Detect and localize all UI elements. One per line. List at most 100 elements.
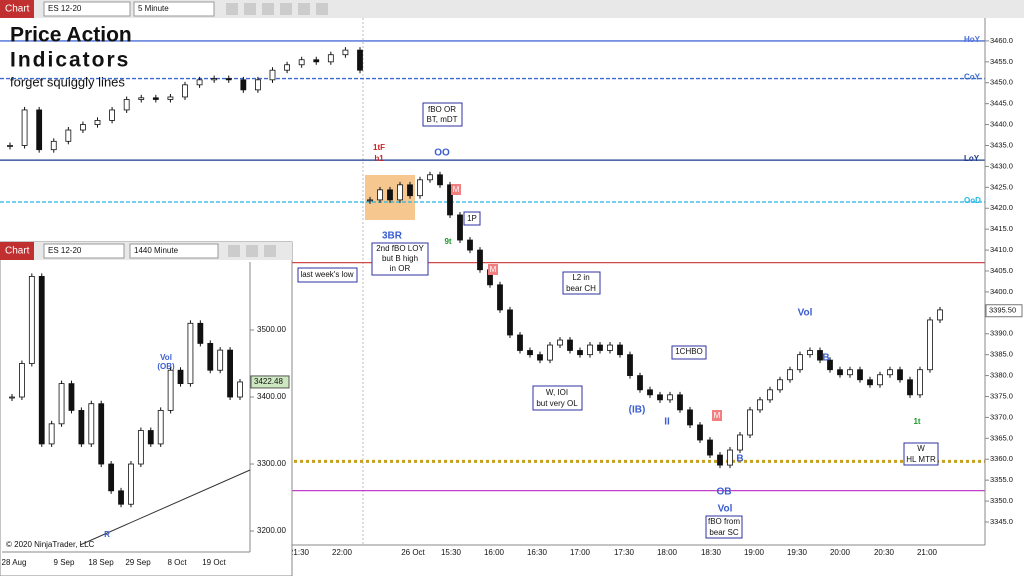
note: 9t: [444, 237, 451, 246]
tab-label: Chart: [5, 4, 30, 15]
candle: [48, 423, 55, 445]
m-marker: [451, 184, 461, 195]
note: (OB): [157, 362, 175, 371]
candle: [207, 343, 214, 371]
note: 1t: [913, 417, 920, 426]
candle: [98, 403, 105, 465]
candle: [587, 344, 593, 356]
note: bear CH: [566, 284, 596, 293]
y-tick-label: 3430.0: [990, 161, 1013, 170]
note-box: [562, 271, 601, 295]
y-tick-label: 3390.0: [990, 329, 1013, 338]
overlay-title: Indicators: [10, 49, 130, 72]
candle: [527, 350, 533, 356]
candle: [597, 344, 603, 351]
note: II: [664, 417, 670, 428]
candle: [58, 383, 65, 425]
candle: [327, 54, 334, 63]
tool-button[interactable]: [280, 3, 292, 15]
y-tick-label: 3200.00: [257, 526, 286, 535]
note-box: [532, 385, 583, 411]
tool-button[interactable]: [246, 245, 258, 257]
instrument-select[interactable]: [43, 243, 125, 259]
chart-tab[interactable]: [0, 242, 34, 260]
note: L2 in: [572, 273, 589, 282]
note: W: [917, 444, 925, 453]
candle: [167, 369, 174, 411]
note: OB: [717, 487, 732, 498]
candle: [707, 439, 713, 456]
note: in OR: [390, 264, 411, 273]
x-tick-label: 19:30: [787, 548, 808, 557]
copyright: © 2020 NinjaTrader, LLC: [6, 540, 95, 549]
candle: [167, 96, 174, 100]
interval-select[interactable]: [133, 1, 215, 17]
candle: [767, 389, 773, 401]
candle: [777, 379, 783, 391]
price-tag-label: 3395.50: [989, 306, 1016, 315]
level-label: LoY: [964, 154, 980, 163]
candle: [867, 379, 873, 386]
candle: [467, 239, 473, 251]
candle: [437, 174, 443, 186]
x-tick-label: 28 Aug: [2, 558, 27, 567]
candle: [342, 49, 349, 56]
interval-select[interactable]: [129, 243, 219, 259]
x-tick-label: 21:00: [917, 548, 938, 557]
candle: [617, 344, 623, 356]
note-box: [671, 345, 707, 360]
candle: [269, 69, 276, 81]
candle: [667, 394, 673, 401]
candle: [887, 369, 893, 376]
candle: [313, 59, 320, 63]
candle: [927, 319, 933, 371]
note-box: [297, 267, 358, 283]
candle: [417, 179, 423, 197]
y-tick-label: 3375.0: [990, 391, 1013, 400]
level-label: HoY: [964, 35, 981, 44]
candle: [477, 249, 483, 271]
x-tick-label: 15:30: [441, 548, 462, 557]
candle: [937, 309, 943, 321]
note: 3BR: [382, 231, 403, 242]
tool-button[interactable]: [264, 245, 276, 257]
candle: [497, 284, 503, 311]
tool-button[interactable]: [316, 3, 328, 15]
candle: [152, 97, 159, 100]
candle: [557, 339, 563, 346]
candle: [507, 309, 513, 336]
x-tick-label: 16:30: [527, 548, 548, 557]
candle: [747, 409, 753, 436]
tab-label: Chart: [5, 246, 30, 257]
y-tick-label: 3440.0: [990, 120, 1013, 129]
instrument-select[interactable]: [43, 1, 131, 17]
m-marker: [712, 410, 722, 421]
tool-button[interactable]: [228, 245, 240, 257]
candle: [427, 174, 433, 181]
x-tick-label: 21:30: [289, 548, 310, 557]
candle: [128, 463, 134, 505]
chart-tab[interactable]: [0, 0, 34, 18]
note: Vol: [798, 308, 813, 319]
x-tick-label: 26 Oct: [401, 548, 425, 557]
note: BT, mDT: [426, 115, 457, 124]
y-tick-label: 3435.0: [990, 140, 1013, 149]
level-label: CoY: [964, 73, 981, 82]
y-tick-label: 3355.0: [990, 475, 1013, 484]
tool-button[interactable]: [262, 3, 274, 15]
tool-button[interactable]: [244, 3, 256, 15]
note-box: [371, 242, 429, 276]
y-tick-label: 3420.0: [990, 203, 1013, 212]
candle: [537, 354, 543, 361]
y-tick-label: 3460.0: [990, 36, 1013, 45]
tool-button[interactable]: [298, 3, 310, 15]
tool-button[interactable]: [226, 3, 238, 15]
candle: [19, 363, 25, 398]
candle: [123, 99, 130, 111]
candle: [196, 79, 203, 86]
instrument: ES 12-20: [48, 246, 82, 255]
note: 1CHBO: [675, 347, 703, 356]
y-tick-label: 3380.0: [990, 371, 1013, 380]
y-tick-label: 3450.0: [990, 78, 1013, 87]
candle: [547, 344, 553, 361]
